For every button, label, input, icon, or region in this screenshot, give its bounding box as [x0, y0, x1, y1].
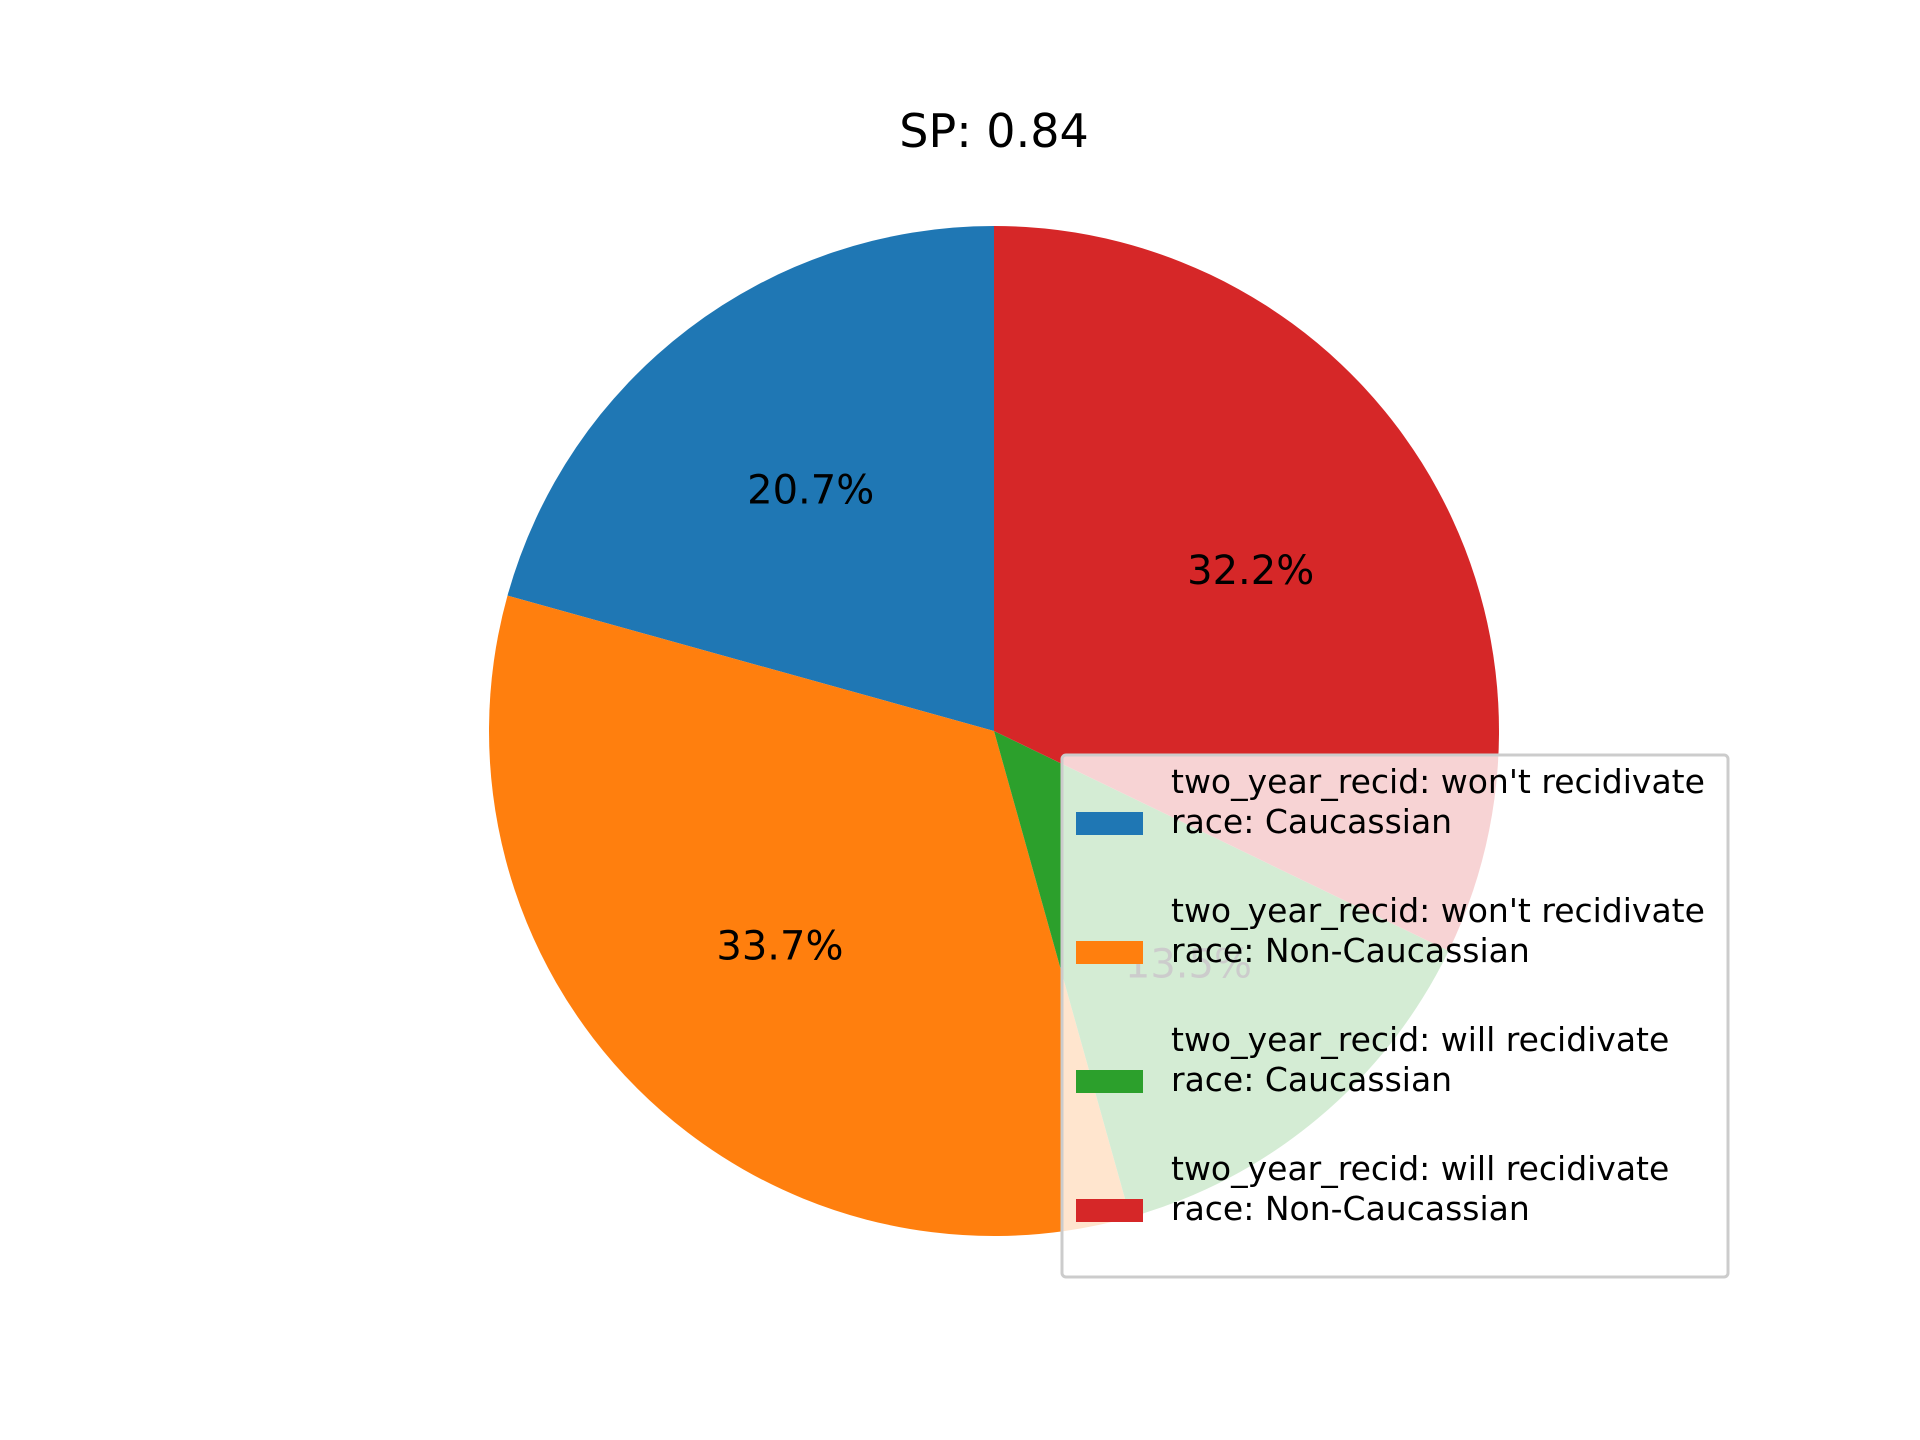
pie-slice-1 — [507, 226, 994, 731]
legend-swatch-1 — [1076, 812, 1143, 835]
pie-percent-label-4: 32.2% — [1187, 548, 1314, 594]
legend-swatch-3 — [1076, 1070, 1143, 1093]
legend-label-4-line2: race: Non-Caucassian — [1171, 1189, 1530, 1228]
pie-slice-2 — [489, 595, 1131, 1237]
legend-label-4-line1: two_year_recid: will recidivate — [1171, 1149, 1669, 1188]
legend-label-1-line1: two_year_recid: won't recidivate — [1171, 762, 1705, 801]
legend-label-1-line2: race: Caucassian — [1171, 802, 1452, 841]
legend-swatch-4 — [1076, 1199, 1143, 1222]
legend-frame — [1060, 753, 1730, 1279]
chart-title: SP: 0.84 — [899, 104, 1088, 158]
legend-label-3-line2: race: Caucassian — [1171, 1060, 1452, 1099]
pie-percent-label-1: 20.7% — [747, 468, 874, 514]
pie-percent-label-2: 33.7% — [716, 923, 843, 969]
legend-label-2-line1: two_year_recid: won't recidivate — [1171, 891, 1705, 930]
legend-label-3-line1: two_year_recid: will recidivate — [1171, 1020, 1669, 1059]
legend-label-2-line2: race: Non-Caucassian — [1171, 931, 1530, 970]
legend-swatch-2 — [1076, 941, 1143, 964]
